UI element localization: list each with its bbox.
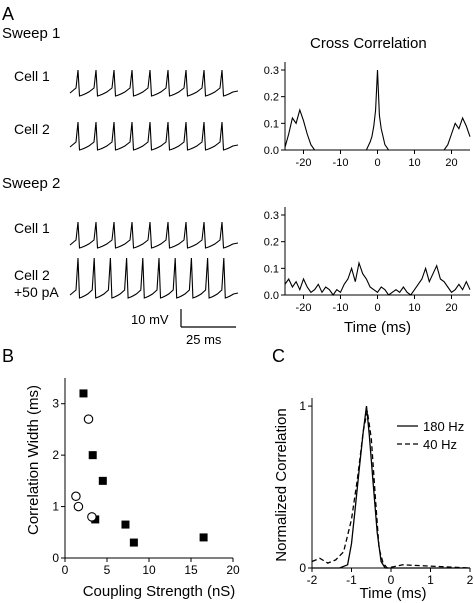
x-tick-label: -10 [333,157,349,169]
data-point-square [88,451,97,460]
panel-label-a: A [2,4,14,24]
cell1-label-sweep2: Cell 1 [14,220,50,236]
data-point-square [98,476,107,485]
x-tick-label: -1 [346,573,357,587]
trace-line [69,121,239,151]
x-tick-label: 10 [142,563,156,577]
x-axis-title: Time (ms) [360,585,427,602]
trace-sweep2-cell2 [69,257,239,299]
x-axis-title: Coupling Strength (nS) [83,583,236,600]
y-tick-label: 3 [52,397,59,411]
y-tick-label: 2 [52,448,59,462]
correlation-line [284,69,471,151]
scale-bar-mv-label: 10 mV [131,312,169,327]
panel-b-scatter: 0 5 10 15 20 0 1 2 3 Coupling Strength (nS) Correl… [25,378,240,600]
x-tick-label: -20 [296,157,312,169]
data-point-square [79,389,88,398]
panel-label-b: B [2,346,14,366]
x-tick-label: 0 [62,563,69,577]
y-tick-label: 0.1 [264,118,279,130]
x-tick-label: -10 [333,302,349,314]
cell1-label-sweep1: Cell 1 [14,68,50,84]
cell2-label-sweep1: Cell 2 [14,121,50,137]
trace-line [69,257,239,299]
y-tick-label: 1 [299,399,306,413]
x-tick-label: 20 [226,563,240,577]
legend-40hz-label: 40 Hz [423,437,457,452]
y-tick-label: 0 [299,561,306,575]
x-tick-label: 10 [408,157,420,169]
x-tick-label: 15 [184,563,198,577]
cross-correlation-sweep1: -20 -10 0 10 20 0.0 0.1 0.2 0.3 [264,62,471,169]
x-tick-label: 0 [374,157,380,169]
trace-line [69,69,239,97]
correlation-line [284,260,471,296]
x-tick-label: 5 [104,563,111,577]
y-tick-label: 0.0 [264,290,279,302]
trace-sweep2-cell1 [69,221,239,249]
data-point-circle [73,501,84,512]
y-tick-label: 0.2 [264,237,279,249]
panel-label-c: C [272,346,285,366]
sweep2-label: Sweep 2 [2,175,60,192]
trace-line [69,221,239,249]
data-point-square [129,538,138,547]
trace-sweep1-cell2 [69,121,239,151]
y-tick-label: 0.2 [264,92,279,104]
x-tick-label: -20 [296,302,312,314]
sweep1-label: Sweep 1 [2,25,60,42]
legend-180hz-label: 180 Hz [423,419,464,434]
y-tick-label: 1 [52,500,59,514]
cell2-label-sweep2: Cell 2 [14,267,50,283]
cross-correlation-title: Cross Correlation [310,35,427,52]
x-tick-label: -2 [307,573,318,587]
y-tick-label: 0.1 [264,263,279,275]
x-tick-label: 20 [445,157,457,169]
data-point-square [199,533,208,542]
x-tick-label: 1 [427,573,434,587]
x-axis-title: Time (ms) [344,319,411,336]
data-point-circle [71,491,81,502]
x-tick-label: 0 [374,302,380,314]
x-tick-label: 20 [445,302,457,314]
y-tick-label: 0.3 [264,65,279,77]
y-tick-label: 0 [52,551,59,565]
y-tick-label: 0.0 [264,145,279,157]
x-tick-label: 0 [388,573,395,587]
cell2-current-label: +50 pA [14,284,59,300]
y-axis-title: Normalized Correlation [273,408,290,561]
y-axis-title: Correlation Width (ms) [25,385,42,535]
x-tick-label: 2 [467,573,474,587]
y-tick-label: 0.3 [264,210,279,222]
series-line [311,410,471,569]
x-tick-label: 10 [408,302,420,314]
trace-sweep1-cell1 [69,69,239,97]
data-point-circle [83,414,94,424]
data-point-circle [87,512,97,522]
data-point-square [121,520,130,529]
series-line [312,406,470,569]
scale-bar-ms-label: 25 ms [186,332,222,347]
cross-correlation-sweep2: -20 -10 0 10 20 0.0 0.1 0.2 0.3 Time (ms) [264,207,471,336]
